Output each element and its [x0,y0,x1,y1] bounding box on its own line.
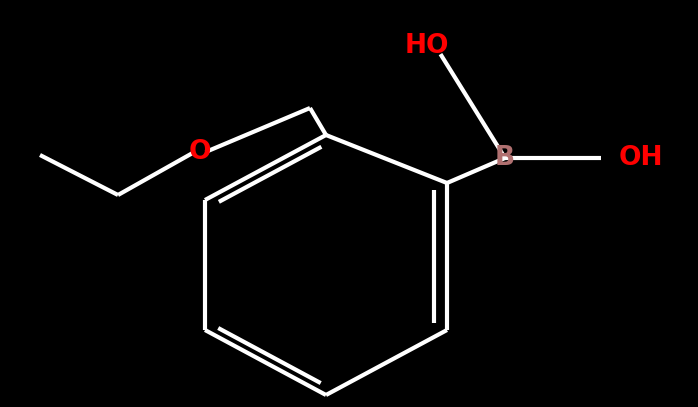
Text: OH: OH [618,145,663,171]
Text: HO: HO [404,33,449,59]
Text: B: B [495,145,515,171]
Text: O: O [188,139,211,165]
